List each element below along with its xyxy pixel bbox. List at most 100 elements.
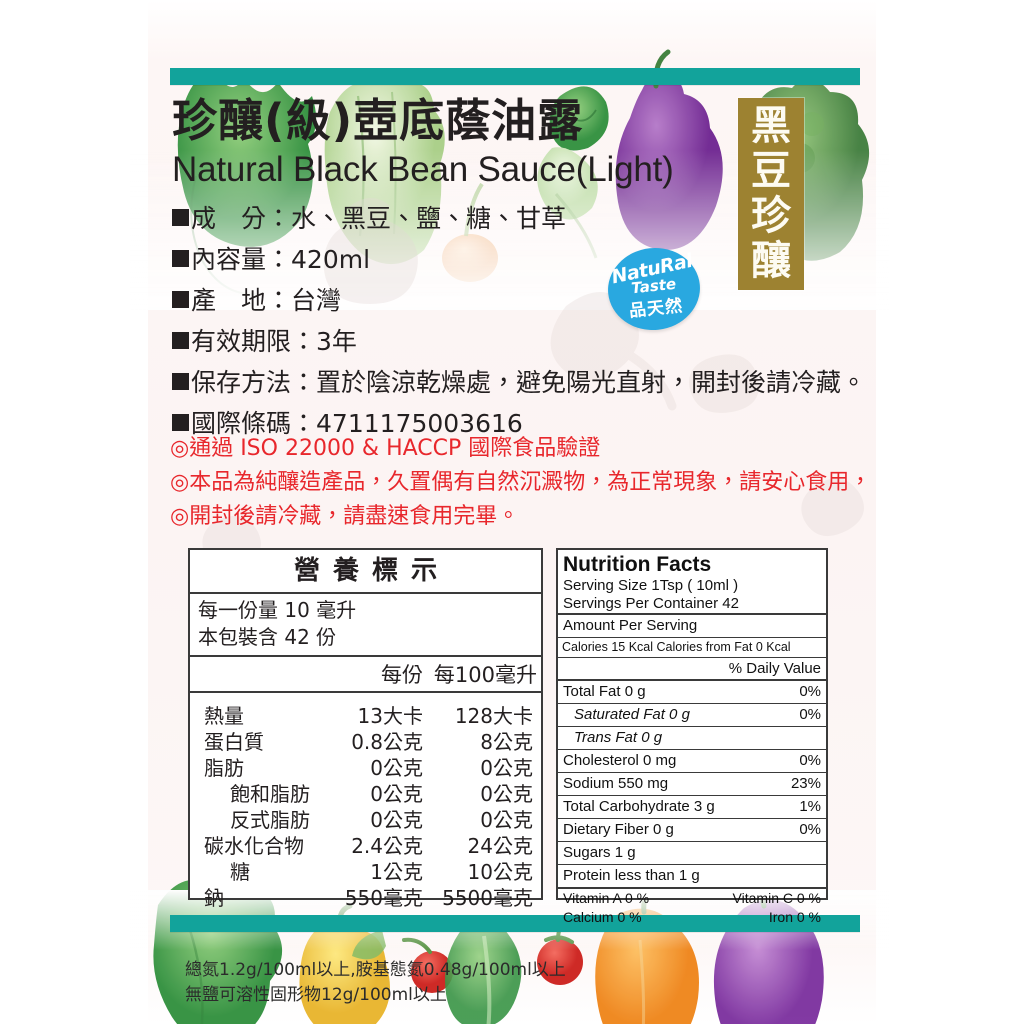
info-row-shelf-life: 有效期限：3年 (172, 321, 872, 362)
nutrient-per-serving: 2.4公克 (351, 834, 423, 858)
info-separator: ： (291, 409, 317, 438)
info-separator: ： (291, 327, 317, 356)
info-label: 產 地 (191, 286, 267, 315)
bottom-divider-bar (170, 915, 860, 932)
product-info-list: 成 分：水、黑豆、鹽、糖、甘草 內容量：420ml 產 地：台灣 有效期限：3年… (172, 198, 872, 444)
table-row: Cholesterol 0 mg 0% (558, 750, 826, 772)
table-row: Trans Fat 0 g (558, 727, 826, 749)
divider (558, 772, 826, 773)
bullet-square-icon (172, 209, 189, 226)
nutrition-cn-rows: 熱量 13大卡 128大卡 蛋白質 0.8公克 8公克 脂肪 0公克 0公克 飽… (190, 693, 541, 910)
top-divider-bar (170, 68, 860, 85)
divider (558, 726, 826, 727)
nutrition-cn-serving-size: 每一份量 10 毫升 (198, 598, 357, 622)
info-value: 420ml (291, 245, 371, 274)
nutrient-name: 反式脂肪 (230, 808, 310, 832)
divider (558, 818, 826, 819)
nutrient-label: Cholesterol 0 mg (563, 752, 677, 769)
nutrition-facts-title: Nutrition Facts (563, 553, 712, 576)
vitamin-c: Vitamin C 0 % (732, 890, 821, 906)
note-refrigerate: ◎開封後請冷藏，請盡速食用完畢。 (170, 504, 520, 529)
table-row: Dietary Fiber 0 g 0% (558, 819, 826, 841)
nutrient-dv: 0% (799, 706, 821, 723)
info-label: 內容量 (191, 245, 267, 274)
nutrient-per-100ml: 0公克 (480, 782, 533, 806)
info-row-net-content: 內容量：420ml (172, 239, 872, 280)
divider (558, 657, 826, 658)
nutrient-name: 脂肪 (204, 756, 244, 780)
info-value: 水、黑豆、鹽、糖、甘草 (291, 204, 567, 233)
info-row-barcode: 國際條碼：4711175003616 (172, 403, 872, 444)
info-label: 成 分 (191, 204, 267, 233)
nutrient-per-100ml: 8公克 (480, 730, 533, 754)
divider (558, 864, 826, 865)
certification-notes: ◎通過 ISO 22000 & HACCP 國際食品驗證 ◎本品為純釀造產品，久… (170, 432, 890, 534)
nutrient-name: 糖 (230, 860, 250, 884)
table-row: 飽和脂肪 0公克 0公克 (190, 778, 541, 806)
bullet-square-icon (172, 291, 189, 308)
nutrient-per-serving: 1公克 (370, 860, 423, 884)
divider (558, 795, 826, 796)
table-row: Sugars 1 g (558, 842, 826, 864)
nutrient-label: Sugars 1 g (563, 844, 636, 861)
nutrient-per-serving: 0公克 (370, 756, 423, 780)
vitamin-row-2: Calcium 0 % Iron 0 % (558, 908, 826, 927)
nutrient-label: Protein less than 1 g (563, 867, 700, 884)
info-value: 台灣 (291, 286, 342, 315)
nutrient-per-100ml: 10公克 (467, 860, 533, 884)
daily-value-header: % Daily Value (728, 660, 821, 677)
info-label: 國際條碼 (191, 409, 292, 438)
gold-vertical-banner: 黑 豆 珍 釀 (738, 98, 804, 290)
nutrient-label: Trans Fat 0 g (574, 729, 663, 746)
info-separator: ： (291, 368, 317, 397)
bullet-square-icon (172, 373, 189, 390)
info-row-origin: 產 地：台灣 (172, 280, 872, 321)
nutrient-label: Total Fat 0 g (563, 683, 646, 700)
info-value: 置於陰涼乾燥處，避免陽光直射，開封後請冷藏。 (316, 368, 867, 397)
nutrient-label: Sodium 550 mg (563, 775, 669, 792)
table-row: Total Fat 0 g 0% (558, 681, 826, 703)
nutrient-dv: 1% (799, 798, 821, 815)
amount-per-serving: Amount Per Serving (563, 617, 698, 634)
table-row: 蛋白質 0.8公克 8公克 (190, 726, 541, 754)
gold-banner-text: 黑 豆 珍 釀 (738, 104, 804, 284)
gold-banner-char-2: 豆 (751, 148, 791, 194)
gold-banner-char-4: 釀 (751, 238, 791, 284)
divider (558, 749, 826, 750)
product-title-chinese: 珍釀(級)壺底蔭油露 (172, 94, 584, 147)
nutrient-dv: 0% (799, 821, 821, 838)
info-separator: ： (266, 286, 292, 315)
footer-line-1: 總氮1.2g/100ml以上,胺基態氮0.48g/100ml以上 (185, 960, 566, 980)
table-row: Total Carbohydrate 3 g 1% (558, 796, 826, 818)
nutrient-per-100ml: 5500毫克 (442, 886, 533, 910)
bullet-square-icon (172, 332, 189, 349)
info-row-ingredients: 成 分：水、黑豆、鹽、糖、甘草 (172, 198, 872, 239)
calories-line: Calories 15 Kcal Calories from Fat 0 Kca… (562, 640, 791, 654)
nutrition-facts-english: Nutrition Facts Serving Size 1Tsp ( 10ml… (556, 548, 828, 925)
serving-size: Serving Size 1Tsp ( 10ml ) (563, 577, 739, 594)
nutrient-name: 飽和脂肪 (230, 782, 310, 806)
nutrient-label: Saturated Fat 0 g (574, 706, 690, 723)
nutrient-per-serving: 0公克 (370, 782, 423, 806)
nutrition-table-chinese: 營養標示 每一份量 10 毫升 本包裝含 42 份 每份 每100毫升 熱量 1… (188, 548, 543, 910)
table-row: Saturated Fat 0 g 0% (558, 704, 826, 726)
servings-per-container: Servings Per Container 42 (563, 595, 739, 612)
gold-banner-char-1: 黑 (751, 103, 791, 149)
table-row: 反式脂肪 0公克 0公克 (190, 804, 541, 832)
nutrient-per-100ml: 24公克 (467, 834, 533, 858)
divider (558, 613, 826, 615)
nutrient-per-serving: 550毫克 (344, 886, 423, 910)
info-separator: ： (266, 245, 292, 274)
nutrient-per-100ml: 128大卡 (454, 704, 533, 728)
info-separator: ： (266, 204, 292, 233)
iron: Iron 0 % (768, 909, 821, 925)
divider (558, 887, 826, 889)
nutrient-name: 碳水化合物 (204, 834, 304, 858)
nutrition-cn-column-headers: 每份 每100毫升 (190, 657, 541, 693)
nutrient-name: 蛋白質 (204, 730, 264, 754)
gold-banner-char-3: 珍 (751, 193, 791, 239)
table-row: 熱量 13大卡 128大卡 (190, 700, 541, 728)
nutrient-per-serving: 0.8公克 (351, 730, 423, 754)
info-row-storage: 保存方法：置於陰涼乾燥處，避免陽光直射，開封後請冷藏。 (172, 362, 872, 403)
